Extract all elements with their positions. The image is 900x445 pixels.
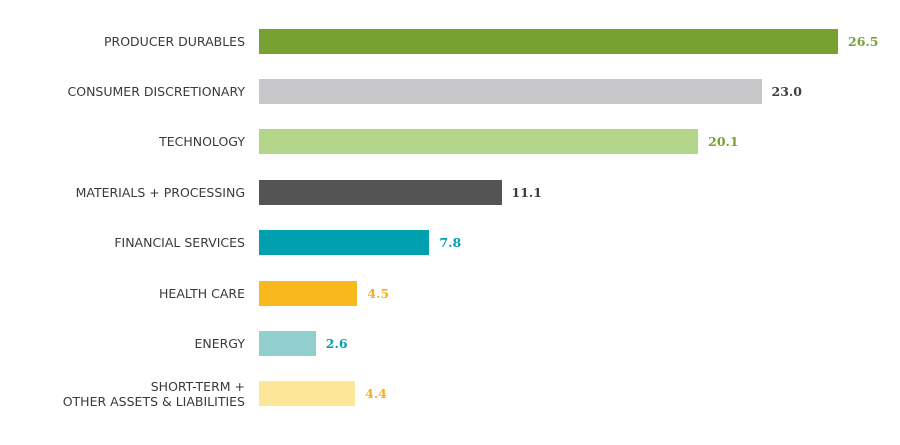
category-label: FINANCIAL SERVICES bbox=[114, 235, 245, 251]
value-label: 7.8 bbox=[439, 235, 462, 251]
bar bbox=[259, 381, 356, 407]
value-label: 11.1 bbox=[511, 184, 542, 200]
bar bbox=[259, 230, 430, 256]
bar bbox=[259, 179, 502, 205]
bar bbox=[259, 330, 316, 356]
bar bbox=[259, 129, 699, 155]
category-label: MATERIALS + PROCESSING bbox=[75, 184, 245, 200]
value-label: 2.6 bbox=[325, 335, 348, 351]
category-label: SHORT-TERM + OTHER ASSETS & LIABILITIES bbox=[62, 378, 245, 409]
category-label: CONSUMER DISCRETIONARY bbox=[67, 83, 245, 99]
category-label: TECHNOLOGY bbox=[159, 134, 245, 150]
value-label: 20.1 bbox=[708, 134, 739, 150]
value-label: 4.5 bbox=[367, 285, 390, 301]
category-label: HEALTH CARE bbox=[159, 285, 245, 301]
category-label: PRODUCER DURABLES bbox=[104, 33, 245, 49]
bar bbox=[259, 280, 358, 306]
category-label: ENERGY bbox=[194, 335, 245, 351]
value-label: 26.5 bbox=[848, 33, 879, 49]
bar bbox=[259, 78, 762, 104]
bar bbox=[259, 28, 838, 54]
value-label: 23.0 bbox=[771, 83, 802, 99]
value-label: 4.4 bbox=[365, 386, 387, 402]
